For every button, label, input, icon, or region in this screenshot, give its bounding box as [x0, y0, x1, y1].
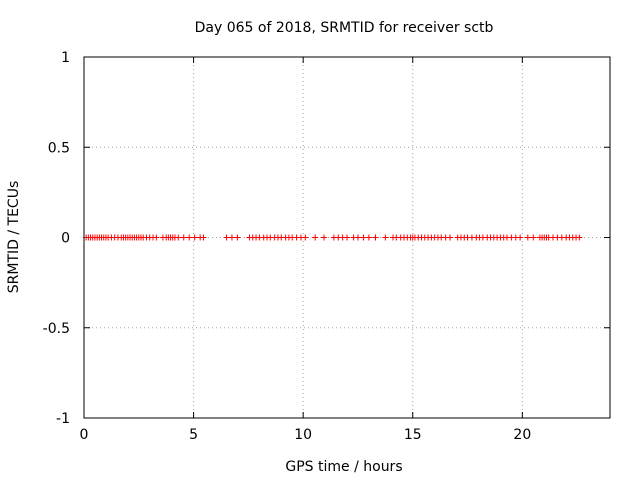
data-point [223, 234, 230, 241]
data-point [320, 234, 327, 241]
x-tick-label: 15 [404, 427, 422, 443]
y-tick-label: 1 [61, 50, 70, 66]
data-point [354, 234, 361, 241]
data-point [576, 234, 583, 241]
data-point [360, 234, 367, 241]
y-tick-label: 0 [61, 231, 70, 247]
data-point [524, 234, 531, 241]
data-point [175, 234, 182, 241]
data-point [344, 234, 350, 241]
x-tick-label: 20 [513, 427, 531, 443]
y-tick-label: -0.5 [43, 321, 70, 337]
data-point [530, 234, 537, 241]
x-tick-label: 10 [294, 427, 312, 443]
data-point [191, 234, 198, 241]
x-tick-label: 5 [189, 427, 198, 443]
data-point [447, 234, 454, 241]
x-axis-label: GPS time / hours [285, 459, 402, 475]
y-tick-label: -1 [56, 411, 70, 427]
data-point [372, 234, 379, 241]
x-tick-label: 0 [80, 427, 89, 443]
data-point [186, 234, 193, 241]
data-point [302, 234, 309, 241]
data-point [312, 234, 319, 241]
data-point [180, 234, 187, 241]
data-points [83, 234, 583, 241]
data-point [200, 234, 207, 241]
data-point [153, 234, 160, 241]
y-tick-label: 0.5 [48, 140, 70, 156]
y-axis-label: SRMTID / TECUs [6, 181, 22, 294]
data-point [365, 234, 372, 241]
data-point [517, 234, 524, 241]
data-point [228, 234, 235, 241]
data-point [234, 234, 241, 241]
plot-frame [83, 56, 611, 419]
chart-title: Day 065 of 2018, SRMTID for receiver sct… [195, 20, 494, 36]
data-point [382, 234, 389, 241]
